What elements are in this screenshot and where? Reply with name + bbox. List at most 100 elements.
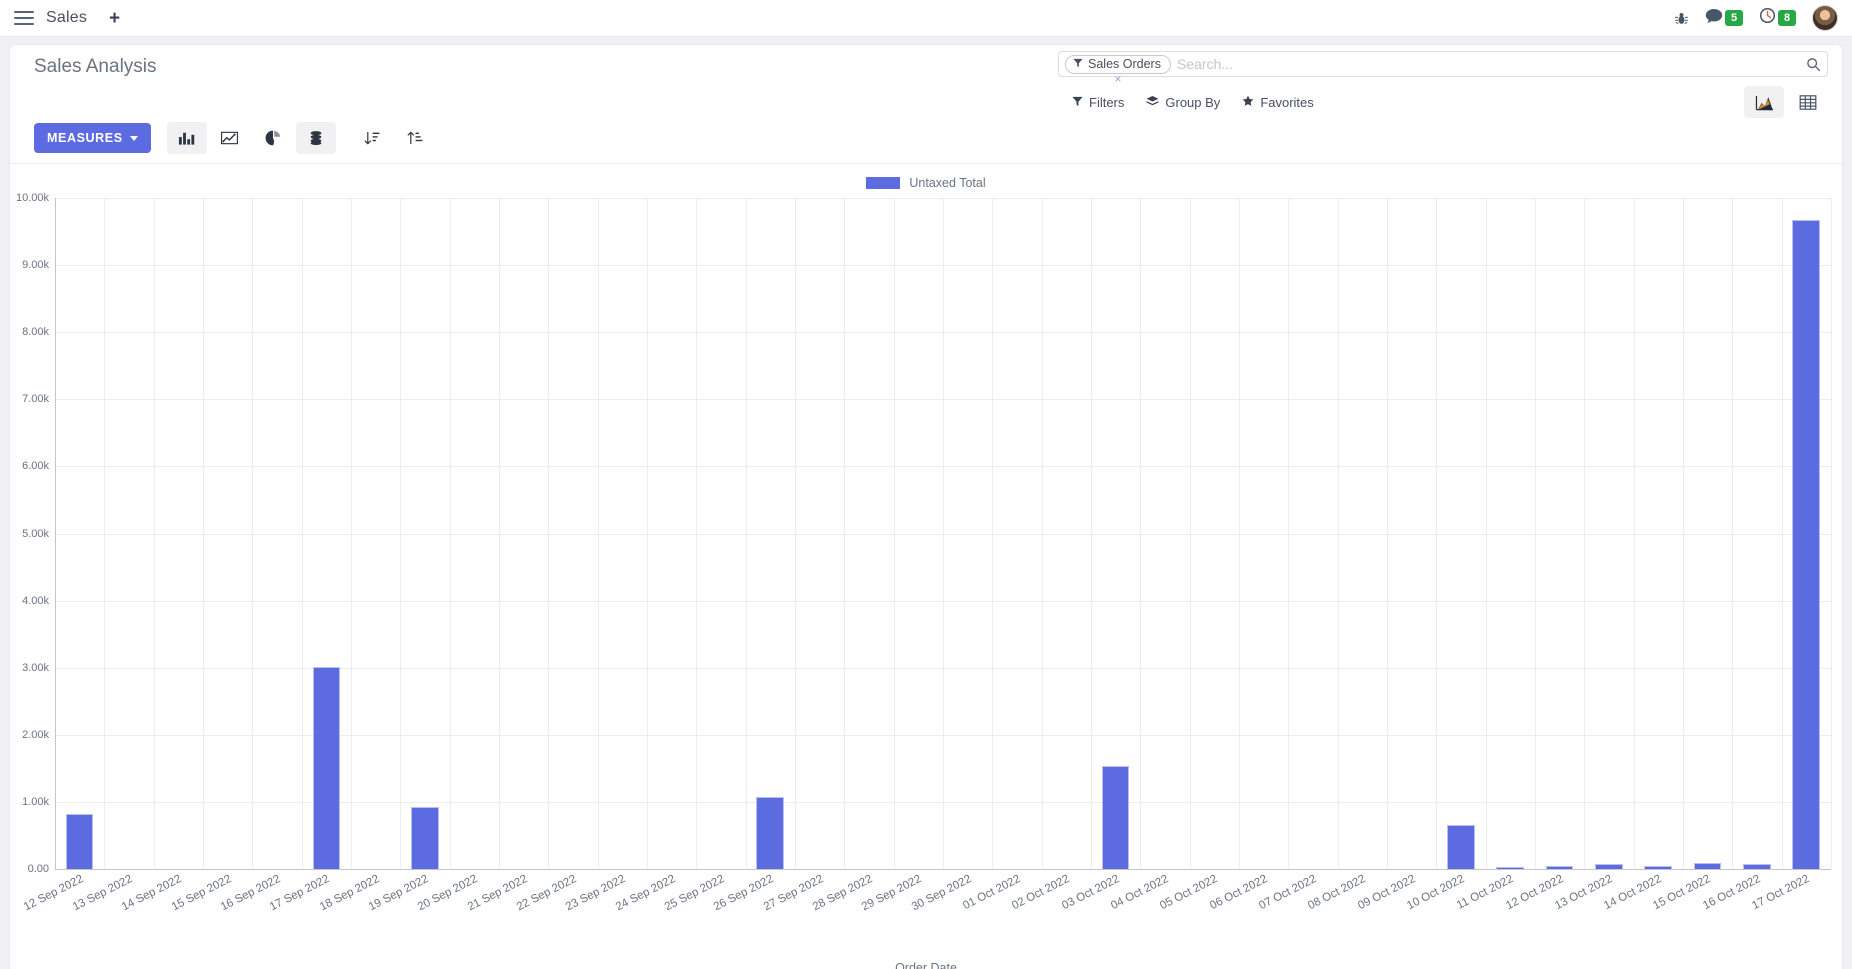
vertical-gridline [646,198,648,869]
group-by-dropdown[interactable]: Group By [1146,95,1220,110]
vertical-gridline [1781,198,1783,869]
chart-bar[interactable] [1595,864,1623,869]
bar-chart-button[interactable] [166,122,207,154]
y-axis-tick-label: 3.00k [22,661,49,674]
pie-chart-button[interactable] [253,122,293,154]
bar-slot [746,198,795,869]
x-label-slot: 29 Sep 2022 [860,869,943,959]
vertical-gridline [1485,198,1487,869]
new-tab-button[interactable]: + [109,7,121,29]
measures-button[interactable]: MEASURES [34,123,151,153]
y-axis-tick-label: 6.00k [22,460,49,473]
activities-counter[interactable]: 8 [1759,7,1796,29]
chart-bar[interactable] [756,796,785,869]
gridline: 0.00 [28,863,1831,875]
bug-icon[interactable] [1674,11,1689,26]
bar-slot [1486,198,1535,869]
x-label-slot: 10 Oct 2022 [1405,869,1485,959]
legend-label-untaxed-total[interactable]: Untaxed Total [909,176,986,190]
x-label-slot: 15 Oct 2022 [1652,869,1732,959]
group-by-label: Group By [1165,94,1221,110]
chart-bar[interactable] [1545,866,1574,869]
layers-icon [1146,95,1159,110]
vertical-gridline [745,198,747,869]
chart-bar[interactable] [65,813,94,869]
messages-counter[interactable]: 5 [1705,8,1743,29]
messages-badge: 5 [1725,10,1743,26]
chart-plot-area: 0.00 1.00k 2.00k 3.00k 4.00k 5.00k 6.00k 7.00k 8… [16,192,1832,875]
x-label-slot: 02 Oct 2022 [1010,869,1091,959]
facet-remove-icon[interactable]: × [1114,71,1122,86]
vertical-gridline [350,198,352,869]
x-label-slot: 17 Oct 2022 [1750,869,1830,959]
x-label-slot: 14 Oct 2022 [1602,869,1683,959]
bar-slot [1634,198,1683,869]
vertical-gridline [1041,198,1043,869]
chart-bar[interactable] [1644,865,1672,869]
avatar[interactable] [1812,5,1838,31]
vertical-gridline [597,198,599,869]
filter-icon [1072,95,1083,110]
vertical-gridline [153,198,155,869]
vertical-gridline [795,198,796,869]
favorites-dropdown[interactable]: Favorites [1242,95,1314,110]
bar-slot [499,198,548,869]
bar-slot [1140,198,1189,869]
chart-bar[interactable] [1447,825,1475,869]
x-label-slot: 07 Oct 2022 [1257,869,1337,959]
sort-ascending-button[interactable] [395,122,435,154]
vertical-gridline [893,198,895,869]
search-icon[interactable] [1806,57,1821,72]
bar-slot [55,198,104,869]
filters-dropdown[interactable]: Filters [1072,95,1124,110]
clock-icon [1759,7,1776,29]
search-facet-sales-orders[interactable]: Sales Orders × [1065,54,1171,85]
search-input[interactable] [1170,55,1806,73]
vertical-gridline [1831,198,1832,869]
x-label-slot: 14 Sep 2022 [120,869,203,959]
line-chart-button[interactable] [210,122,250,154]
chart-bar[interactable] [312,667,341,869]
chart-bar[interactable] [1792,220,1820,869]
x-label-slot: 17 Sep 2022 [268,869,351,959]
bar-slot [795,198,844,869]
x-label-slot: 28 Sep 2022 [811,869,893,959]
app-brand-sales[interactable]: Sales [46,9,88,26]
legend-swatch-untaxed-total[interactable] [866,177,901,189]
bar-slot [1091,198,1140,869]
vertical-gridline [696,198,698,869]
vertical-gridline [1140,198,1142,869]
bar-slot [203,198,252,869]
chart-bar[interactable] [1496,867,1524,869]
bar-slot [450,198,499,869]
x-label-slot: 06 Oct 2022 [1208,869,1288,959]
bar-slot [1042,198,1091,869]
bar-slot [548,198,597,869]
search-box[interactable]: Sales Orders × [1058,51,1828,85]
vertical-gridline [499,198,500,869]
star-icon [1242,95,1254,110]
chart-bar[interactable] [411,806,439,869]
x-label-slot: 20 Sep 2022 [416,869,499,959]
chart-bar[interactable] [1743,863,1771,869]
x-label-slot: 30 Sep 2022 [909,869,992,959]
chart-bar[interactable] [1101,766,1130,869]
top-navbar: Sales + 5 [0,0,1852,37]
pivot-view-button[interactable] [1788,86,1828,118]
x-label-slot: 23 Sep 2022 [564,869,647,959]
vertical-gridline [1633,198,1635,869]
chart-type-group [166,122,336,154]
burger-icon[interactable] [14,11,34,25]
bar-slot [104,198,153,869]
chart-bar[interactable] [1693,862,1722,869]
vertical-gridline [1387,198,1388,869]
x-axis-title: Order Date [895,961,957,969]
activities-badge: 8 [1778,10,1796,26]
vertical-gridline [1288,198,1290,869]
sort-descending-button[interactable] [352,122,392,154]
graph-view-button[interactable] [1744,86,1784,118]
stacked-chart-button[interactable] [295,122,336,154]
search-tools: Filters Group By [1058,77,1828,118]
bar-slot [1584,198,1633,869]
x-label-slot: 05 Oct 2022 [1158,869,1239,959]
